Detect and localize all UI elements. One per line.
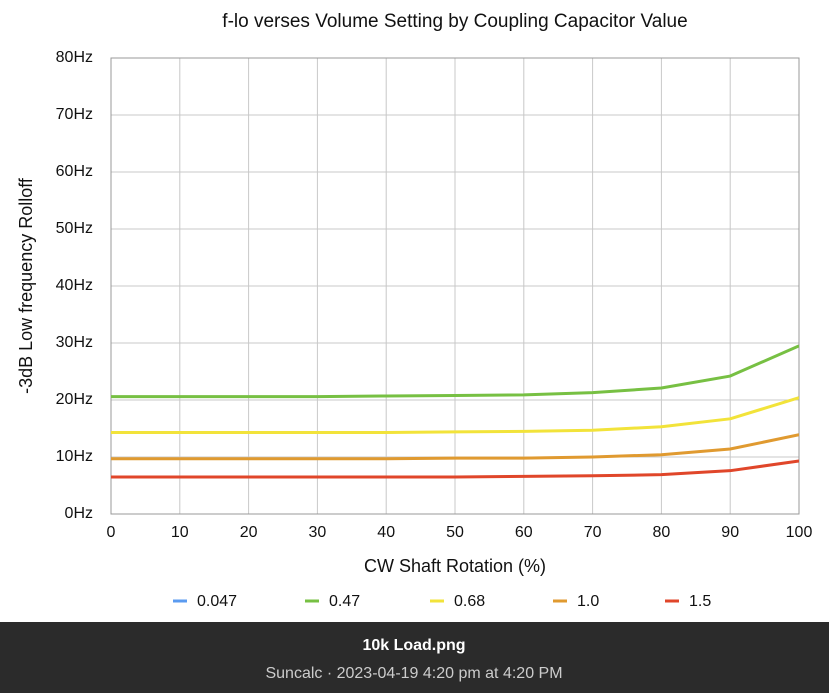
series-line: [111, 344, 799, 399]
y-tick-label: 70Hz: [56, 106, 93, 123]
chart-title: f-lo verses Volume Setting by Coupling C…: [222, 11, 687, 32]
legend-label: 0.68: [454, 593, 485, 610]
caption-bar: [0, 622, 829, 693]
x-tick-label: 40: [377, 524, 395, 541]
legend-label: 0.047: [197, 593, 237, 610]
y-tick-label: 30Hz: [56, 334, 93, 351]
caption-title: 10k Load.png: [362, 637, 465, 654]
x-tick-label: 70: [584, 524, 602, 541]
plot-border: [110, 57, 800, 515]
series-line: [111, 459, 799, 479]
legend-label: 1.0: [577, 593, 599, 610]
series-line: [111, 396, 799, 434]
y-tick-label: 50Hz: [56, 220, 93, 237]
legend-label: 0.47: [329, 593, 360, 610]
x-tick-label: 30: [309, 524, 327, 541]
x-tick-label: 80: [653, 524, 671, 541]
x-tick-label: 90: [721, 524, 739, 541]
y-tick-label: 0Hz: [65, 505, 93, 522]
x-tick-label: 0: [107, 524, 116, 541]
y-tick-label: 60Hz: [56, 163, 93, 180]
x-tick-label: 100: [786, 524, 813, 541]
x-tick-label: 20: [240, 524, 258, 541]
x-tick-label: 10: [171, 524, 189, 541]
y-tick-label: 40Hz: [56, 277, 93, 294]
y-tick-label: 20Hz: [56, 391, 93, 408]
plot-lines: [111, 344, 799, 479]
y-axis-title: -3dB Low frequency Rolloff: [16, 177, 36, 394]
y-tick-label: 80Hz: [56, 49, 93, 66]
x-tick-label: 60: [515, 524, 533, 541]
x-tick-label: 50: [446, 524, 464, 541]
y-tick-label: 10Hz: [56, 448, 93, 465]
series-line: [111, 433, 799, 461]
caption-subtitle: Suncalc · 2023-04-19 4:20 pm at 4:20 PM: [265, 665, 562, 682]
x-axis-title: CW Shaft Rotation (%): [364, 556, 546, 576]
legend-label: 1.5: [689, 593, 711, 610]
